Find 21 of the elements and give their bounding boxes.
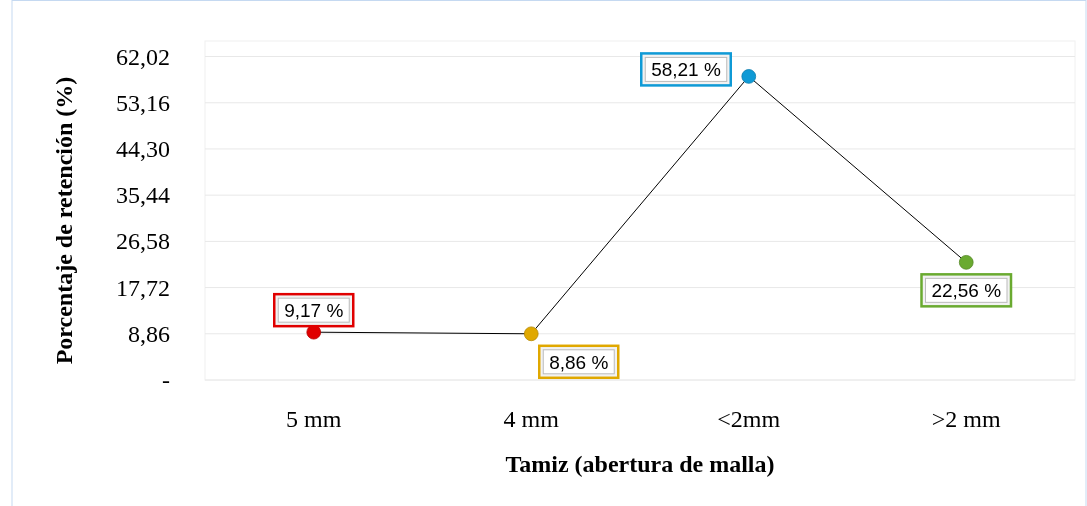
y-tick-label: 17,72 [116,274,170,301]
data-label: 9,17 % [284,300,344,322]
data-label: 22,56 % [931,280,1002,302]
point [741,69,757,84]
data-label: 58,21 % [651,59,721,81]
point [958,255,974,270]
y-tick-label: 62,02 [116,43,170,70]
x-tick-label: <2mm [717,406,781,432]
point [523,326,539,342]
y-tick-label: 8,86 [128,320,170,347]
x-axis-title: Tamiz (abertura de malla) [505,451,775,477]
x-tick-label: 4 mm [503,406,560,432]
y-tick-label: 26,58 [116,228,170,255]
data-label: 8,86 % [549,351,609,373]
x-tick-label: >2 mm [931,406,1002,432]
x-tick-label: 5 mm [286,406,342,432]
y-tick-label: 53,16 [116,89,170,116]
y-tick-label: 35,44 [116,182,170,209]
y-tick-label: 44,30 [116,135,170,162]
y-axis-title: Porcentaje de retención (%) [51,76,77,365]
y-tick-label: - [162,367,170,393]
